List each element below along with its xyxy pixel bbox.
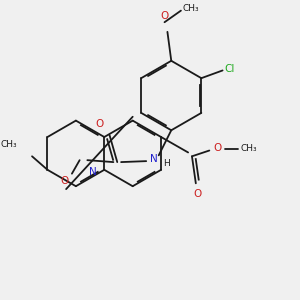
Text: O: O: [160, 11, 169, 21]
Text: CH₃: CH₃: [1, 140, 17, 149]
Text: CH₃: CH₃: [240, 144, 257, 153]
Text: N: N: [150, 154, 158, 164]
Text: N: N: [89, 167, 97, 177]
Text: CH₃: CH₃: [183, 4, 200, 13]
Text: H: H: [164, 159, 170, 168]
Text: O: O: [213, 142, 221, 153]
Text: O: O: [60, 176, 68, 186]
Text: O: O: [96, 119, 104, 129]
Text: Cl: Cl: [224, 64, 235, 74]
Text: O: O: [194, 189, 202, 199]
